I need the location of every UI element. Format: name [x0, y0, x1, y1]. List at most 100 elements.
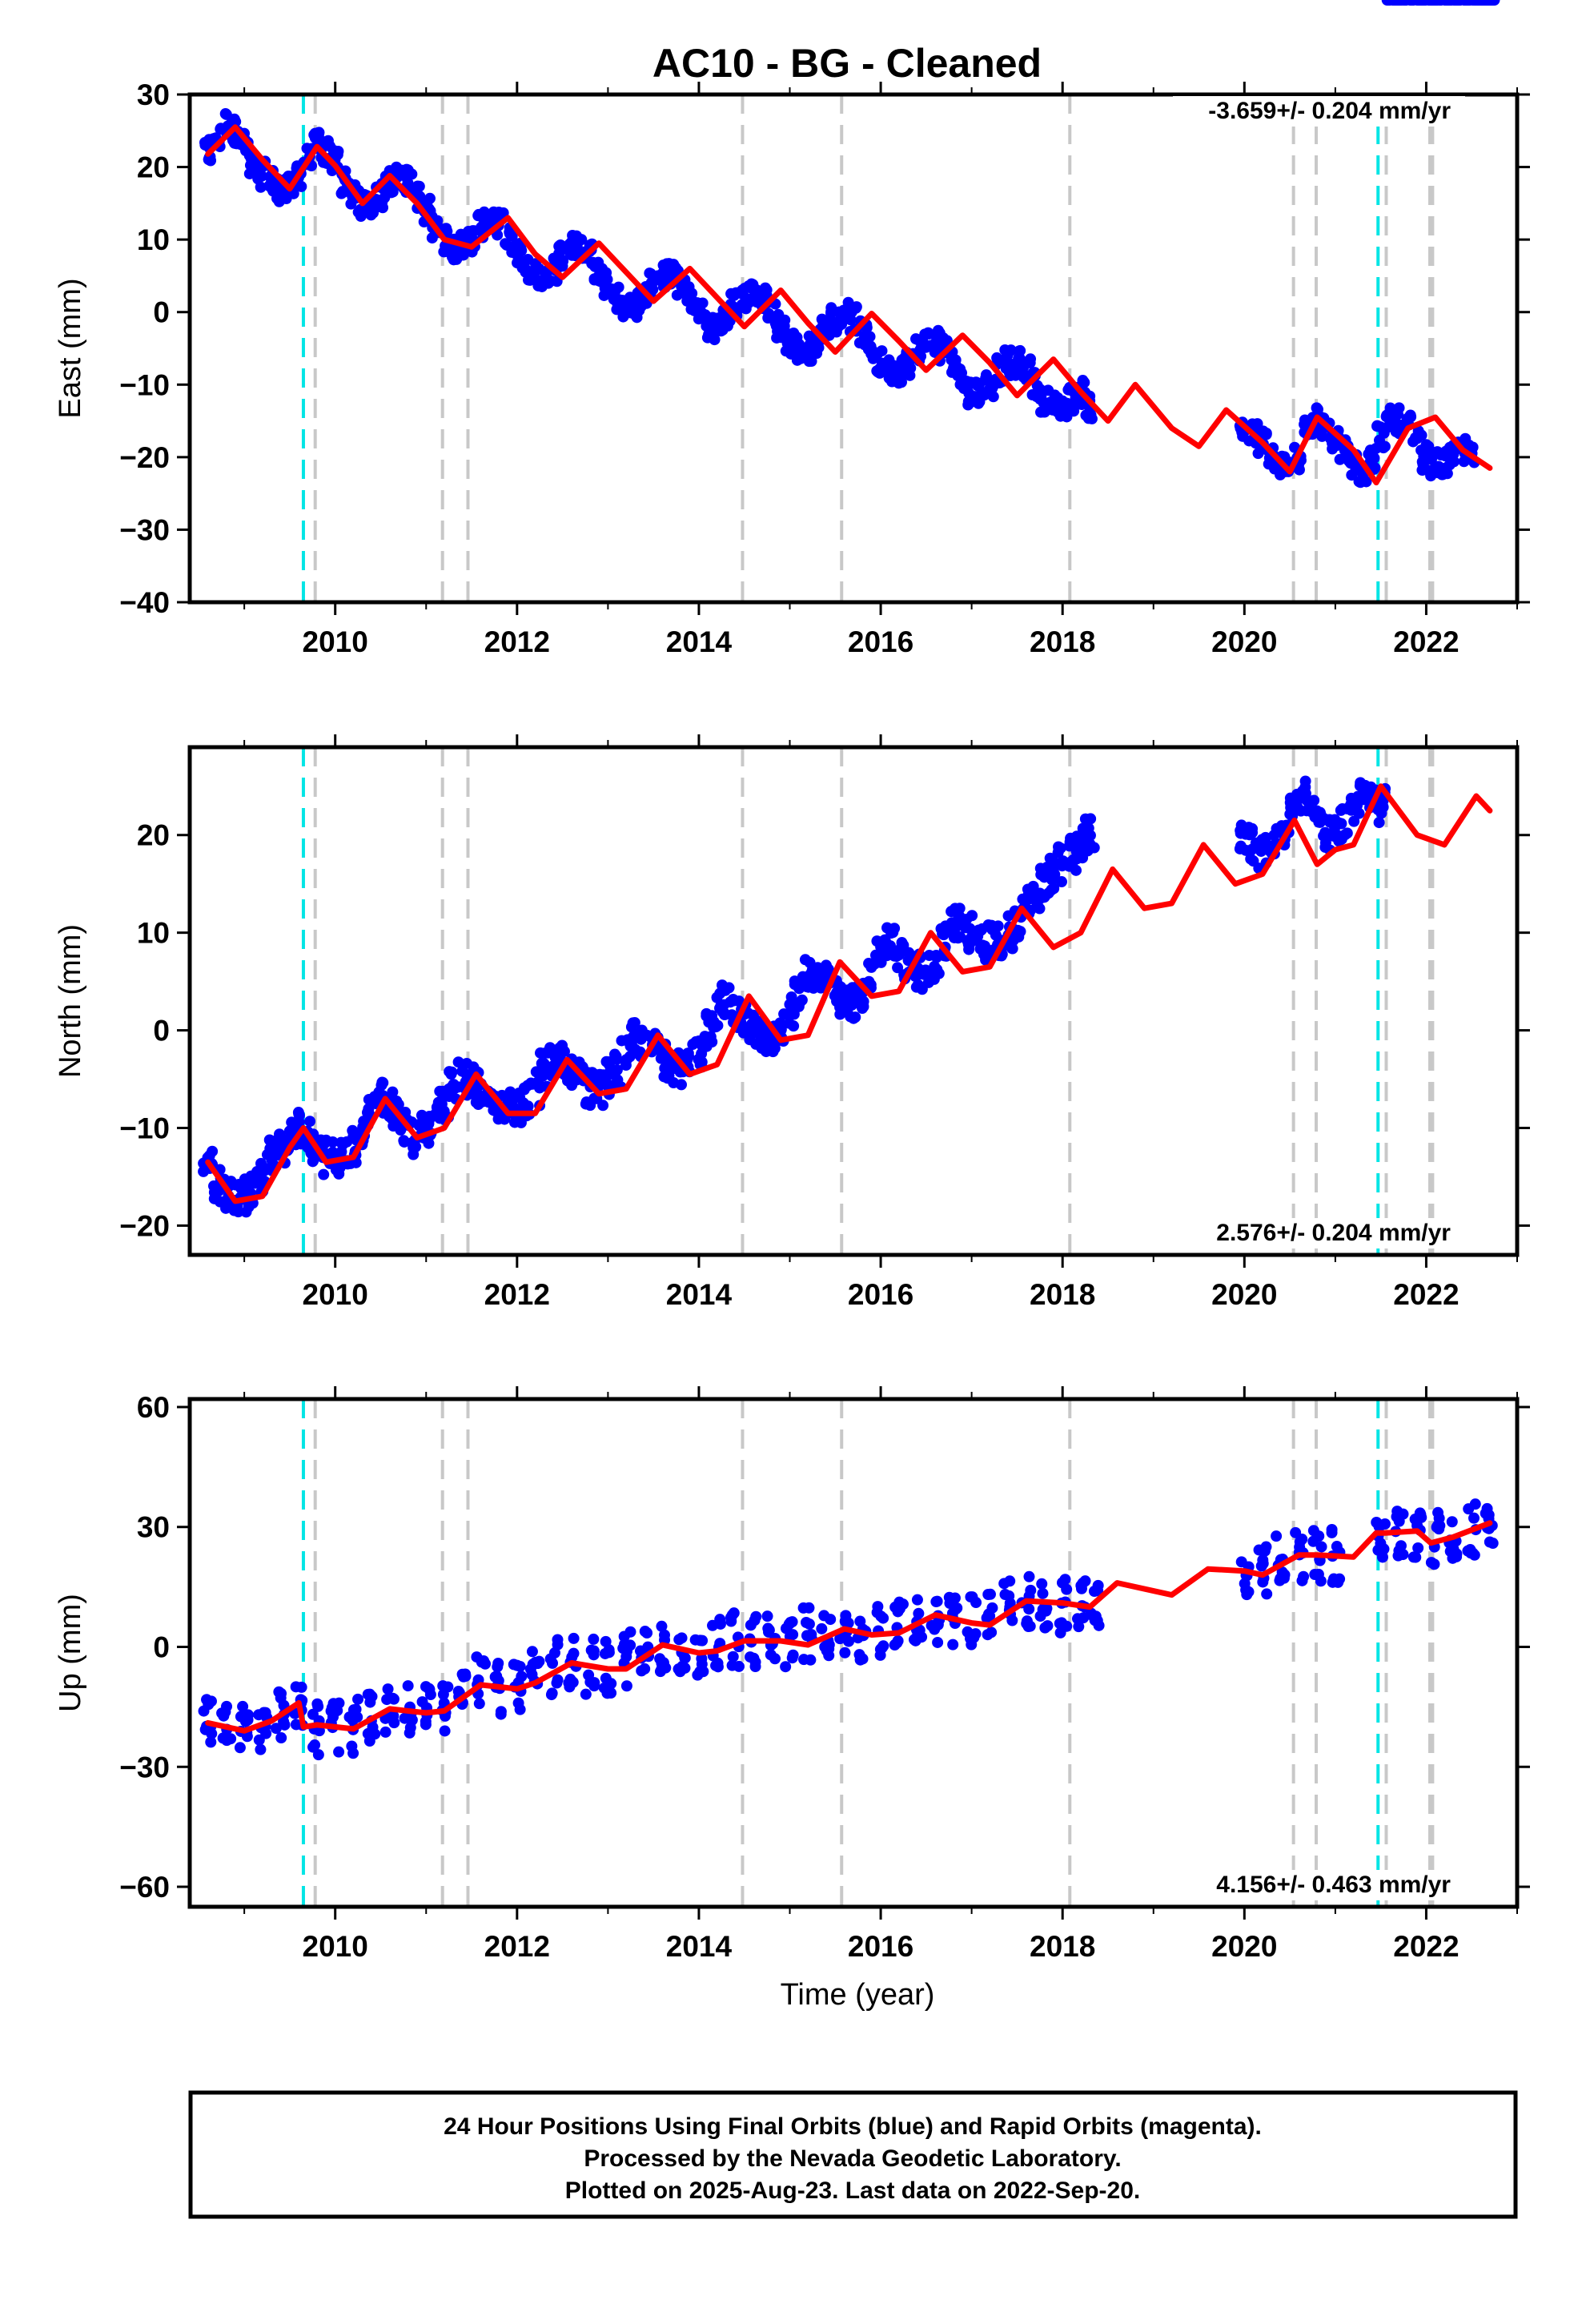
data-point: [424, 1683, 436, 1695]
data-point: [1272, 826, 1284, 838]
data-point: [881, 922, 893, 934]
data-point: [437, 1688, 449, 1700]
data-point: [913, 1607, 925, 1619]
data-point: [745, 1651, 757, 1663]
data-point: [801, 1630, 813, 1642]
y-tick-label: 10: [137, 917, 170, 950]
data-point: [295, 1681, 307, 1693]
plot-frame: [187, 92, 1520, 605]
data-point: [335, 1136, 347, 1148]
data-point: [677, 1660, 689, 1672]
data-point: [599, 1647, 611, 1659]
data-point: [707, 1619, 719, 1631]
data-point: [516, 259, 528, 271]
data-point: [1484, 1536, 1496, 1548]
data-point: [580, 1096, 592, 1108]
footer-line-3: Plotted on 2025-Aug-23. Last data on 202…: [565, 2177, 1141, 2204]
y-axis-label: North (mm): [54, 924, 87, 1078]
data-point: [253, 1734, 265, 1746]
data-point: [544, 1042, 556, 1054]
data-point: [836, 1006, 848, 1018]
data-point: [1375, 807, 1387, 819]
data-point: [478, 1655, 490, 1667]
data-point: [1467, 441, 1479, 453]
data-point: [221, 1733, 233, 1745]
footer-box: 24 Hour Positions Using Final Orbits (bl…: [188, 2090, 1518, 2219]
data-point: [716, 979, 728, 991]
x-tick-label: 2016: [848, 1278, 913, 1311]
data-point: [654, 1653, 666, 1665]
x-tick-label: 2010: [303, 1278, 368, 1311]
data-point: [762, 1622, 774, 1634]
data-point: [618, 1638, 630, 1651]
panels: 2010 2012 2014 2016 2018 2020 2022−40−30−20−10…: [54, 0, 1530, 2012]
data-point: [402, 1680, 414, 1692]
data-point: [292, 1107, 304, 1119]
y-tick-label: −10: [119, 368, 170, 401]
data-point: [679, 1652, 691, 1664]
data-point: [1365, 781, 1377, 793]
x-tick-label: 2020: [1211, 1278, 1277, 1311]
data-point: [372, 1090, 384, 1102]
data-point: [803, 1618, 815, 1630]
data-point: [789, 975, 801, 987]
data-point: [1345, 798, 1357, 810]
x-tick-label: 2010: [303, 1930, 368, 1963]
y-tick-label: 10: [137, 223, 170, 256]
data-point: [798, 1654, 810, 1666]
data-point: [255, 1743, 267, 1755]
data-point: [761, 1610, 773, 1622]
data-point: [1088, 1586, 1100, 1598]
data-point: [848, 303, 860, 315]
x-tick-label: 2022: [1393, 1278, 1459, 1311]
data-point: [275, 1732, 287, 1744]
data-point: [620, 1680, 632, 1692]
data-point: [588, 274, 600, 286]
data-point: [865, 340, 877, 352]
data-point: [552, 1638, 564, 1651]
data-point: [439, 1725, 451, 1737]
data-point: [379, 1726, 391, 1738]
data-point: [1415, 1511, 1427, 1523]
data-point: [1078, 376, 1090, 388]
data-point: [1426, 453, 1438, 465]
data-point: [683, 281, 695, 293]
data-point: [1235, 825, 1247, 837]
data-point: [1053, 841, 1065, 853]
data-point: [351, 1711, 363, 1723]
data-point: [932, 1636, 944, 1648]
data-point: [398, 1135, 410, 1147]
data-point: [779, 314, 791, 326]
data-point: [332, 145, 344, 157]
data-point: [1037, 1587, 1049, 1599]
data-point: [1039, 1622, 1051, 1634]
data-point: [889, 950, 901, 962]
y-tick-label: −10: [119, 1112, 170, 1145]
data-point: [982, 1608, 994, 1620]
data-point: [1434, 1520, 1446, 1532]
model-line: [205, 1520, 1493, 1734]
data-point: [270, 1723, 282, 1735]
data-point: [1079, 813, 1091, 825]
data-point: [255, 181, 267, 193]
data-point: [1373, 817, 1385, 829]
data-point: [271, 1139, 283, 1151]
data-point: [726, 1659, 738, 1671]
data-point: [727, 1651, 739, 1663]
data-point: [1055, 876, 1067, 888]
data-point: [1006, 1614, 1018, 1626]
data-point: [673, 1634, 685, 1646]
data-point: [1428, 1558, 1440, 1570]
data-point: [234, 1742, 246, 1754]
data-point: [1074, 396, 1086, 408]
data-point: [807, 963, 819, 975]
data-point: [352, 1693, 364, 1705]
data-point: [1480, 0, 1492, 6]
data-point: [820, 959, 832, 971]
data-point: [1056, 1577, 1068, 1589]
data-point: [784, 999, 796, 1011]
data-point: [318, 1168, 330, 1180]
panel-north: 2010 2012 2014 2016 2018 2020 2022−20−1001020N…: [54, 0, 1530, 1311]
data-point: [699, 1039, 711, 1051]
data-point: [1021, 1618, 1033, 1630]
